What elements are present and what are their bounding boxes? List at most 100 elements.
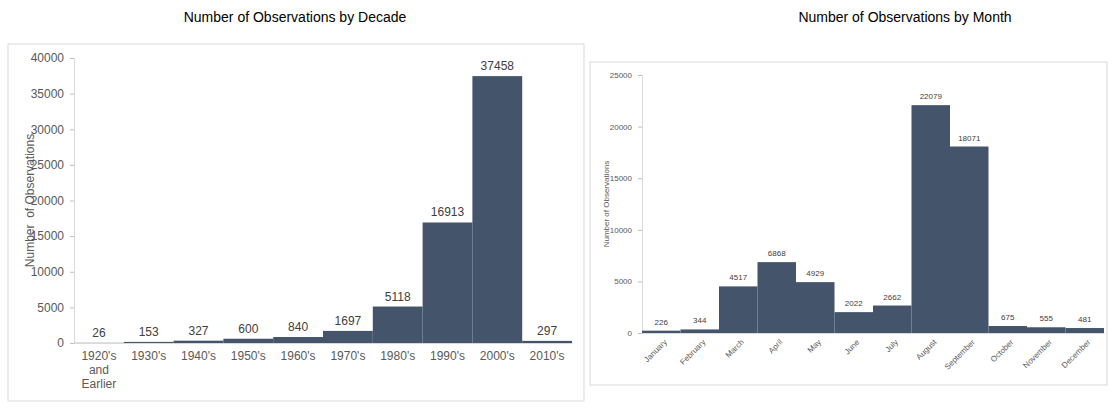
x-tick: May bbox=[806, 338, 823, 355]
x-tick: December bbox=[1060, 337, 1093, 370]
y-tick-mark bbox=[70, 272, 74, 273]
bar bbox=[1027, 327, 1066, 333]
panel-frame bbox=[590, 62, 1107, 385]
bar bbox=[472, 76, 522, 343]
x-tick-label: April bbox=[767, 338, 785, 356]
x-tick: August bbox=[914, 337, 939, 362]
data-label: 2022 bbox=[845, 299, 863, 308]
x-tick-label: September bbox=[943, 337, 977, 371]
data-label: 1697 bbox=[335, 314, 362, 328]
y-tick-mark bbox=[638, 178, 642, 179]
bar bbox=[522, 341, 572, 343]
bar bbox=[912, 105, 951, 333]
chart-canvas: Number of Observations by Decade 0 5000 100… bbox=[0, 0, 1120, 408]
x-tick: January bbox=[642, 338, 668, 364]
bar bbox=[796, 282, 835, 333]
chart-title: Number of Observations by Decade bbox=[184, 9, 407, 25]
bar bbox=[989, 326, 1028, 333]
x-tick-label: November bbox=[1021, 337, 1054, 370]
x-axis-line bbox=[643, 333, 1105, 334]
panel-frame bbox=[8, 44, 584, 401]
y-tick-mark bbox=[638, 230, 642, 231]
y-tick-label: 40000 bbox=[31, 51, 65, 65]
y-tick-mark bbox=[638, 281, 642, 282]
y-tick-label: 0 bbox=[628, 329, 633, 338]
data-label: 840 bbox=[288, 320, 308, 334]
y-axis-title: Number of Observations bbox=[602, 161, 611, 248]
x-tick-label: May bbox=[806, 338, 823, 355]
x-tick-label: 1920'sandEarlier bbox=[81, 349, 116, 392]
x-tick-label: 1940's bbox=[181, 349, 216, 363]
y-tick-mark bbox=[70, 58, 74, 59]
x-tick: 1930's bbox=[131, 349, 166, 363]
bar bbox=[373, 307, 423, 343]
x-tick-label: 2010's bbox=[530, 349, 565, 363]
x-axis-line bbox=[75, 343, 573, 344]
bar bbox=[873, 306, 912, 333]
x-tick: 1920'sandEarlier bbox=[81, 349, 116, 392]
x-tick: 2000's bbox=[480, 349, 515, 363]
y-tick-label: 5000 bbox=[37, 301, 64, 315]
y-tick-mark bbox=[70, 201, 74, 202]
data-label: 22079 bbox=[920, 92, 943, 101]
y-axis-line bbox=[638, 76, 643, 334]
data-label: 481 bbox=[1078, 315, 1092, 324]
y-tick-mark bbox=[638, 333, 642, 334]
data-label: 226 bbox=[655, 318, 669, 327]
x-tick: March bbox=[724, 338, 746, 360]
y-tick-label: 10000 bbox=[610, 226, 633, 235]
x-tick: 1970's bbox=[330, 349, 365, 363]
x-tick: 2010's bbox=[530, 349, 565, 363]
y-tick: 30000 bbox=[31, 123, 74, 137]
x-tick-label: 1930's bbox=[131, 349, 166, 363]
data-label: 600 bbox=[238, 322, 258, 336]
y-tick: 10000 bbox=[610, 226, 642, 235]
bars bbox=[642, 105, 1104, 333]
chart-panel: Number of Observations by Decade 0 5000 100… bbox=[8, 9, 584, 401]
x-tick-label: February bbox=[678, 338, 707, 367]
y-tick: 15000 bbox=[610, 174, 642, 183]
x-tick: September bbox=[943, 337, 977, 371]
y-tick-mark bbox=[70, 94, 74, 95]
data-label: 344 bbox=[693, 316, 707, 325]
x-tick: 1990's bbox=[430, 349, 465, 363]
y-tick: 35000 bbox=[31, 87, 74, 101]
y-tick-mark bbox=[70, 129, 74, 130]
bar bbox=[642, 331, 681, 333]
x-tick-label: 1960's bbox=[281, 349, 316, 363]
y-tick-label: 5000 bbox=[614, 277, 632, 286]
data-label: 4929 bbox=[806, 269, 824, 278]
y-tick: 0 bbox=[628, 329, 642, 338]
x-tick: July bbox=[883, 338, 899, 354]
y-tick-label: 0 bbox=[57, 336, 64, 350]
y-tick: 15000 bbox=[31, 229, 74, 243]
y-axis-title: Number of Observations bbox=[23, 134, 37, 267]
x-tick: June bbox=[843, 337, 862, 356]
bar bbox=[223, 339, 273, 343]
x-tick-label: December bbox=[1060, 337, 1093, 370]
x-tick: April bbox=[767, 338, 785, 356]
x-tick: 1950's bbox=[231, 349, 266, 363]
y-tick: 0 bbox=[57, 336, 74, 350]
x-tick: 1940's bbox=[181, 349, 216, 363]
data-label: 37458 bbox=[481, 59, 515, 73]
data-label: 675 bbox=[1001, 313, 1015, 322]
y-tick: 10000 bbox=[31, 265, 74, 279]
chart-title: Number of Observations by Month bbox=[798, 9, 1011, 25]
x-tick-label: March bbox=[724, 338, 746, 360]
data-label: 297 bbox=[537, 324, 557, 338]
x-tick: November bbox=[1021, 337, 1054, 370]
data-label: 555 bbox=[1040, 314, 1054, 323]
x-tick-label: June bbox=[843, 337, 862, 356]
y-axis: 0500010000150002000025000 bbox=[610, 71, 643, 338]
y-tick: 5000 bbox=[37, 301, 74, 315]
x-tick: February bbox=[678, 338, 707, 367]
bar bbox=[423, 222, 473, 343]
y-tick-label: 25000 bbox=[610, 71, 633, 80]
x-tick-label: 1990's bbox=[430, 349, 465, 363]
x-tick-label: 1970's bbox=[330, 349, 365, 363]
bar bbox=[758, 262, 797, 333]
data-label: 4517 bbox=[729, 273, 747, 282]
bar bbox=[835, 312, 874, 333]
y-tick: 5000 bbox=[614, 277, 642, 286]
